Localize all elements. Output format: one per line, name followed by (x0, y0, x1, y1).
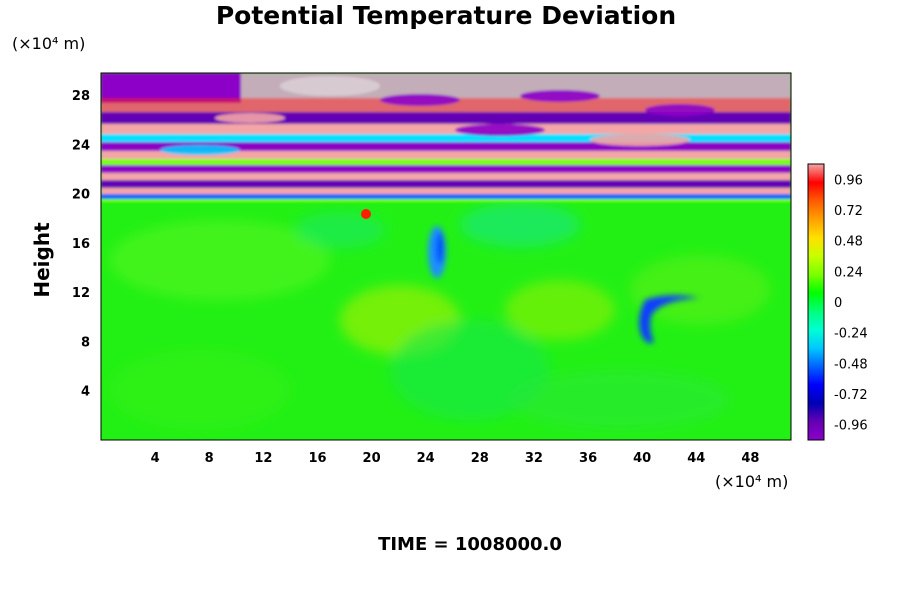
x-tick-label: 16 (308, 451, 326, 466)
colorbar-tick-label: -0.48 (834, 357, 868, 372)
y-axis-label: Height (30, 222, 54, 298)
heatmap-field (101, 73, 791, 440)
y-tick-label: 20 (72, 188, 90, 203)
y-axis-unit: (×10⁴ m) (12, 34, 85, 53)
x-tick-label: 8 (205, 451, 214, 466)
colorbar-tick-label: -0.96 (834, 419, 868, 434)
colorbar-tick-label: -0.72 (834, 388, 868, 403)
x-axis: 4 8 12 16 20 24 28 32 36 40 44 48 (151, 451, 760, 466)
plot-frame (100, 72, 792, 441)
chart-title: Potential Temperature Deviation (216, 1, 676, 30)
colorbar-tick-label: 0.72 (834, 204, 863, 219)
x-tick-label: 4 (151, 451, 160, 466)
y-tick-label: 24 (72, 138, 90, 153)
y-tick-label: 16 (72, 237, 90, 252)
x-tick-label: 20 (363, 451, 381, 466)
y-tick-label: 4 (81, 385, 90, 400)
colorbar-tick-label: 0.96 (834, 173, 863, 188)
x-tick-label: 44 (687, 451, 705, 466)
x-tick-label: 24 (417, 451, 435, 466)
colorbar-ticks: 0.96 0.72 0.48 0.24 0 -0.24 -0.48 -0.72 -0.96 (834, 173, 868, 433)
y-axis: 4 8 12 16 20 24 28 (72, 89, 90, 400)
x-tick-label: 36 (579, 451, 597, 466)
x-tick-label: 32 (525, 451, 543, 466)
y-tick-label: 12 (72, 286, 90, 301)
colorbar-tick-label: 0.48 (834, 235, 863, 250)
y-tick-label: 28 (72, 89, 90, 104)
x-tick-label: 28 (471, 451, 489, 466)
colorbar-tick-label: 0 (834, 296, 842, 311)
x-tick-label: 40 (633, 451, 651, 466)
colorbar-tick-label: -0.24 (834, 327, 868, 342)
x-axis-unit: (×10⁴ m) (715, 472, 788, 491)
colorbar-tick-label: 0.24 (834, 265, 863, 280)
colorbar (807, 163, 825, 441)
y-tick-label: 8 (81, 336, 90, 351)
x-tick-label: 12 (254, 451, 272, 466)
x-tick-label: 48 (741, 451, 759, 466)
time-label: TIME = 1008000.0 (378, 534, 562, 555)
